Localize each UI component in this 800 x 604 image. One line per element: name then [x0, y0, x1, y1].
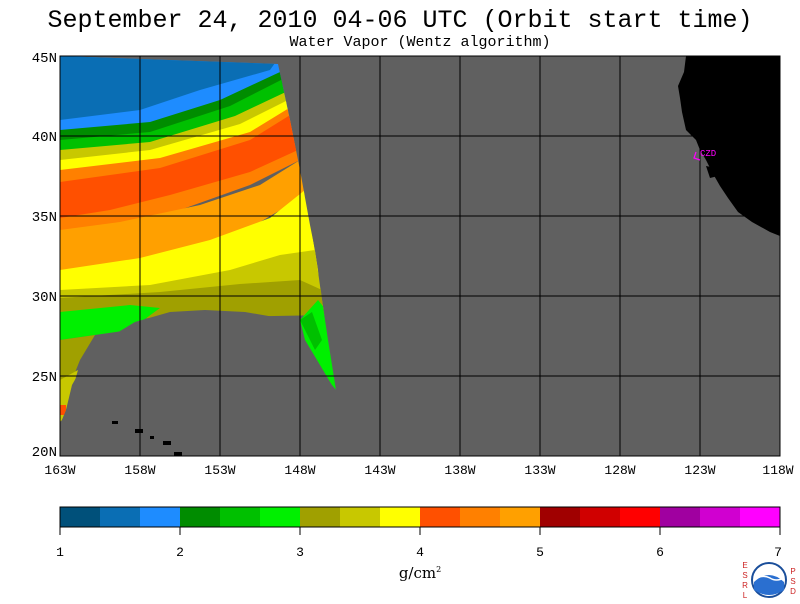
colorbar-unit-label: g/cm2 [398, 564, 442, 582]
swath-band-red-left [60, 405, 66, 415]
colorbar-swatch-11 [460, 507, 501, 527]
lon-label-153w: 153W [204, 463, 235, 478]
map-title: September 24, 2010 04-06 UTC (Orbit star… [47, 6, 753, 35]
lat-label-35n: 35N [32, 210, 57, 226]
map-frame [59, 55, 781, 457]
station-label: CZD [700, 149, 716, 159]
lon-label-148w: 148W [284, 463, 315, 478]
lon-label-128w: 128W [604, 463, 635, 478]
logo-letter-l: L [743, 591, 748, 600]
north-america-land [678, 56, 780, 236]
swath-band-yellow [60, 98, 294, 180]
colorbar-swatch-1 [60, 507, 101, 527]
colorbar [60, 507, 781, 527]
colorbar-swatch-9 [380, 507, 421, 527]
colorbar-swatch-2 [100, 507, 141, 527]
colorbar-tick-label-7: 7 [774, 545, 782, 560]
colorbar-swatch-3 [140, 507, 181, 527]
lon-label-158w: 158W [124, 463, 155, 478]
colorbar-swatch-16 [660, 507, 701, 527]
colorbar-swatch-13 [540, 507, 581, 527]
colorbar-swatch-8 [340, 507, 381, 527]
logo-letter-s2: S [790, 577, 795, 586]
station-marker: CZD [693, 149, 716, 161]
hawaiian-islands [112, 421, 182, 456]
colorbar-tick-label-1: 1 [56, 545, 64, 560]
baja-bay-land [706, 166, 718, 178]
lon-label-163w: 163W [44, 463, 75, 478]
lat-label-20n: 20N [32, 445, 57, 461]
noaa-esrl-psd-logo: E S R L P S D [740, 560, 798, 600]
colorbar-swatch-17 [700, 507, 741, 527]
swath-band-orange-light [60, 160, 306, 275]
colorbar-tick-label-5: 5 [536, 545, 544, 560]
colorbar-swatch-18 [740, 507, 781, 527]
lon-label-133w: 133W [524, 463, 555, 478]
swath-band-green [60, 78, 290, 165]
station-marker-icon [693, 151, 701, 161]
map-subtitle: Water Vapor (Wentz algorithm) [289, 34, 551, 51]
lat-label-40n: 40N [32, 130, 57, 146]
colorbar-tick-label-3: 3 [296, 545, 304, 560]
logo-letter-e: E [742, 561, 747, 570]
colorbar-swatch-14 [580, 507, 621, 527]
swath-band-darkblue [60, 56, 280, 120]
swath-band-green-lower [60, 305, 160, 340]
colorbar-tick-label-2: 2 [176, 545, 184, 560]
swath-band-darkgreen-right [300, 312, 322, 350]
lat-label-25n: 25N [32, 370, 57, 386]
logo-letter-d: D [790, 587, 796, 596]
logo-letter-p: P [790, 567, 795, 576]
colorbar-swatch-5 [220, 507, 261, 527]
lon-label-143w: 143W [364, 463, 395, 478]
colorbar-swatch-6 [260, 507, 301, 527]
logo-letter-s1: S [742, 571, 747, 580]
colorbar-swatch-7 [300, 507, 341, 527]
swath-band-red [60, 112, 298, 218]
colorbar-tick-label-4: 4 [416, 545, 424, 560]
lon-label-138w: 138W [444, 463, 475, 478]
lat-label-30n: 30N [32, 290, 57, 306]
colorbar-swatch-10 [420, 507, 461, 527]
colorbar-swatch-4 [180, 507, 221, 527]
colorbar-swatch-15 [620, 507, 661, 527]
colorbar-ticks [59, 527, 781, 535]
swath-band-olive [60, 90, 292, 172]
map-grid [60, 56, 780, 456]
swath-band-darkgreen [60, 72, 290, 150]
colorbar-swatch-12 [500, 507, 541, 527]
colorbar-tick-label-6: 6 [656, 545, 664, 560]
lon-label-123w: 123W [684, 463, 715, 478]
lon-label-118w: 118W [762, 463, 793, 478]
lat-label-45n: 45N [32, 51, 57, 67]
logo-letter-r: R [742, 581, 748, 590]
